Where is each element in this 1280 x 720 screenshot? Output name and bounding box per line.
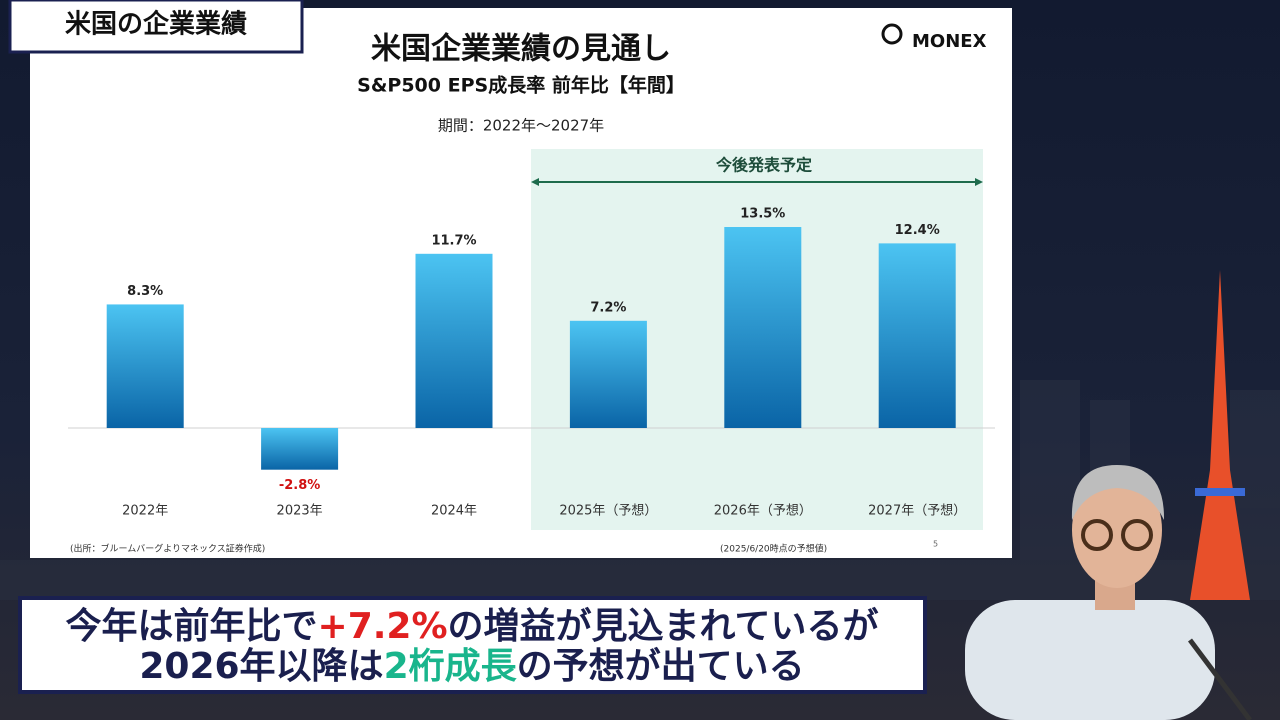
presenter — [965, 465, 1252, 720]
caption-line: 2026年以降は2桁成長の予想が出ている — [139, 646, 804, 687]
source: (出所：ブルームバーグよりマネックス証券作成) — [70, 543, 265, 555]
x-tick-label: 2025年（予想） — [559, 503, 657, 519]
caption-line: 今年は前年比で+7.2%の増益が見込まれているが — [66, 606, 879, 647]
bar — [261, 428, 339, 470]
caption-text: 2026年以降は — [139, 646, 383, 687]
badge: 米国の企業業績 — [65, 9, 247, 40]
value-label: 8.3% — [127, 284, 163, 299]
bar — [878, 243, 956, 428]
arrow-head — [531, 178, 539, 186]
caption-text: の増益が見込まれているが — [448, 606, 879, 647]
value-label: 11.7% — [431, 233, 476, 248]
logo-mark — [881, 23, 903, 45]
city-lights — [0, 380, 1280, 600]
caption-text: の予想が出ている — [517, 646, 805, 687]
bar — [569, 320, 647, 428]
tower — [1190, 270, 1250, 600]
x-tick-label: 2026年（予想） — [714, 503, 812, 519]
value-label: -2.8% — [279, 478, 320, 493]
caption-text: 今年は前年比で — [66, 606, 318, 647]
badge-box — [8, 0, 304, 54]
x-tick-label: 2022年 — [122, 504, 168, 519]
bar — [106, 304, 184, 428]
x-tick-label: 2023年 — [277, 504, 323, 519]
tower-deck — [1195, 488, 1245, 496]
bar — [415, 253, 493, 428]
note: (2025/6/20時点の予想値) — [720, 543, 827, 555]
caption-box — [18, 596, 927, 694]
forecast-label: 今後発表予定 — [715, 156, 812, 175]
x-tick-label: 2024年 — [431, 504, 477, 519]
caption-highlight: 2桁成長 — [384, 646, 518, 687]
logo: MONEX — [912, 31, 987, 52]
caption-highlight: +7.2% — [318, 606, 448, 647]
period: 期間：2022年～2027年 — [438, 117, 604, 135]
bars: 8.3% 2022年 -2.8% 2023年 11.7% 2024年 7.2% 2025年（予… — [106, 207, 966, 519]
x-tick-label: 2027年（予想） — [868, 503, 966, 519]
value-label: 7.2% — [590, 300, 626, 315]
arrow-head — [975, 178, 983, 186]
value-label: 12.4% — [895, 223, 940, 238]
chart-title: 米国企業業績の見通し — [371, 32, 671, 67]
chart-subtitle: S&P500 EPS成長率 前年比【年間】 — [357, 74, 685, 97]
value-label: 13.5% — [740, 207, 785, 222]
page-number: 5 — [933, 540, 938, 549]
bar — [724, 227, 802, 428]
